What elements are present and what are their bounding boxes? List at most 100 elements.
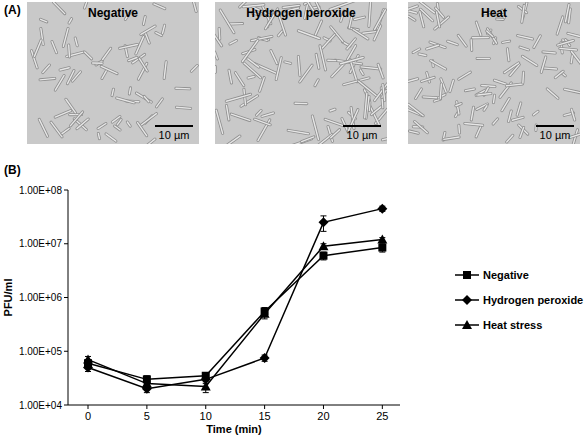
panel-label: (B) (4, 163, 21, 177)
x-tick (205, 405, 206, 409)
cell-outline (120, 45, 138, 49)
cell-outline (154, 4, 165, 9)
cell-outline (242, 40, 257, 61)
series (83, 234, 387, 392)
cell-outline (257, 111, 262, 116)
cell-outline (541, 57, 545, 72)
cell-outline (278, 31, 282, 36)
cell-outline (85, 52, 92, 59)
cell (295, 103, 307, 105)
cell (555, 71, 563, 77)
cell (330, 109, 335, 111)
cell (257, 111, 262, 116)
cell-outline (101, 66, 117, 73)
cell (423, 96, 437, 98)
cell-outline (374, 26, 381, 40)
cell-outline (507, 49, 509, 61)
data-point (142, 379, 152, 388)
y-tick-label: 1.00E+07 (19, 238, 63, 249)
cell (40, 78, 55, 79)
cell (248, 77, 254, 78)
cell-outline (72, 72, 80, 81)
cell-outline (141, 26, 155, 34)
cell-outline (216, 110, 222, 133)
cell (465, 89, 474, 91)
cell-outline (139, 59, 147, 71)
cell-outline (375, 84, 387, 101)
cell (215, 66, 216, 72)
cell-outline (371, 107, 380, 115)
cell (298, 31, 319, 39)
data-point (377, 204, 387, 214)
cell (458, 125, 460, 133)
cell (229, 70, 231, 83)
cell (427, 45, 439, 49)
cell (347, 39, 355, 49)
cell-outline (477, 104, 488, 109)
cell (251, 36, 271, 40)
cell-outline (112, 117, 120, 123)
cell (365, 93, 367, 117)
figure: (A)(B)Negative10 µmHydrogen peroxide10 µ… (0, 0, 585, 435)
legend-label: Hydrogen peroxide (483, 294, 583, 306)
cell-outline (503, 41, 510, 42)
cell (571, 54, 572, 63)
plot-area (83, 204, 387, 394)
cell (129, 58, 137, 61)
cell (456, 104, 461, 106)
cell (98, 124, 106, 129)
cell-outline (248, 77, 254, 78)
cell-outline (506, 84, 522, 86)
cell (437, 12, 440, 27)
cell-outline (478, 94, 491, 96)
cell (571, 51, 580, 63)
cell-outline (378, 64, 383, 78)
cell-outline (316, 54, 319, 68)
cell (416, 89, 422, 99)
cell (278, 31, 282, 36)
cell (325, 119, 343, 125)
cell-outline (98, 133, 99, 138)
cell (43, 65, 50, 73)
image-background (27, 2, 199, 144)
x-tick-label: 25 (376, 410, 388, 422)
cell (355, 17, 365, 19)
image-background (215, 2, 387, 144)
cell-outline (215, 52, 217, 59)
cell (156, 33, 161, 36)
cell-outline (410, 131, 419, 133)
cell-outline (409, 16, 415, 20)
cell-outline (176, 87, 190, 91)
cell-outline (477, 57, 489, 60)
cell (408, 6, 417, 11)
cell-outline (322, 35, 334, 48)
cell (409, 16, 415, 20)
cells (32, 2, 198, 144)
cell-outline (369, 2, 371, 26)
cell-outline (51, 122, 62, 137)
cell-outline (427, 45, 439, 49)
cell (328, 60, 336, 62)
cell (543, 68, 556, 69)
cell (103, 48, 111, 59)
cell (220, 10, 234, 33)
data-point (260, 309, 270, 318)
error-bar (379, 244, 385, 252)
cell-outline (328, 59, 336, 62)
cell (560, 48, 577, 50)
cell-outline (75, 38, 77, 46)
cell (41, 19, 47, 22)
data-point (318, 217, 328, 227)
cell-outline (476, 127, 481, 137)
cell (507, 135, 513, 142)
cell-outline (341, 57, 364, 63)
cell (112, 89, 113, 95)
cell (488, 29, 497, 43)
cell (565, 89, 580, 92)
cell-outline (533, 111, 538, 115)
cell-outline (164, 62, 166, 79)
cell-outline (60, 68, 69, 70)
cell-outline (518, 36, 533, 39)
cell (568, 33, 580, 36)
cell (154, 4, 165, 9)
